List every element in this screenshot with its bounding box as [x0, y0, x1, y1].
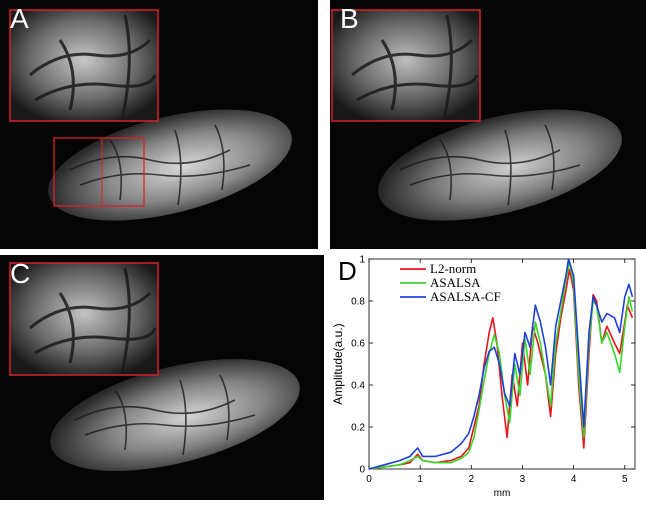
- y-tick-label: 1: [359, 255, 365, 266]
- inset-zoom: [331, 9, 481, 122]
- y-tick-label: 0.6: [351, 339, 365, 350]
- panel-b-graphic: [331, 9, 622, 221]
- series-line-l2-norm: [368, 268, 634, 470]
- series-line-asalsa-cf: [368, 258, 634, 470]
- panel-a-graphic: [9, 9, 292, 221]
- inset-ridges: [29, 267, 157, 374]
- panel-a-label: A: [10, 3, 29, 34]
- sample-shape: [48, 109, 292, 221]
- inset-ridges: [351, 14, 479, 121]
- y-tick-label: 0.2: [351, 423, 365, 434]
- sample-shape: [50, 359, 300, 471]
- ridge-lines: [69, 124, 251, 206]
- y-tick-label: 0.8: [351, 297, 365, 308]
- panel-c-image: C: [0, 255, 324, 500]
- panel-c-graphic: [9, 262, 300, 471]
- amplitude-chart: 0 1 2 3 4 5 0 0.2 0.4 0.6 0.8 1 mm Amplitude(a.u.) L2-…: [331, 255, 636, 499]
- x-tick-label: 1: [417, 474, 423, 485]
- x-tick-label: 2: [469, 474, 475, 485]
- panel-b-image: B: [330, 0, 646, 249]
- y-tick-label: 0: [359, 465, 365, 476]
- y-axis-label: Amplitude(a.u.): [331, 323, 345, 404]
- x-tick-label: 5: [622, 474, 628, 485]
- panel-c-label: C: [10, 258, 31, 289]
- panel-a-image: A: [0, 0, 318, 249]
- legend-entry: L2-norm: [430, 261, 476, 276]
- roi-box: [53, 137, 145, 207]
- y-tick-label: 0.4: [351, 381, 365, 392]
- inset-zoom: [9, 262, 159, 376]
- inset-zoom: [9, 9, 159, 122]
- x-axis-label: mm: [494, 488, 511, 499]
- inset-ridges: [29, 14, 157, 121]
- plot-frame: [368, 258, 636, 470]
- panel-b-label: B: [340, 3, 359, 34]
- legend-entry: ASALSA-CF: [430, 289, 501, 304]
- x-tick-label: 0: [366, 474, 372, 485]
- ridge-lines: [399, 124, 581, 206]
- x-tick-label: 4: [571, 474, 577, 485]
- legend-entry: ASALSA: [430, 275, 481, 290]
- sample-shape: [378, 109, 622, 221]
- panel-d-label: D: [338, 256, 357, 286]
- x-tick-label: 3: [520, 474, 526, 485]
- panel-d-chart: 0 1 2 3 4 5 0 0.2 0.4 0.6 0.8 1 mm Amplitude(a.u.) L2-…: [330, 255, 646, 500]
- ridge-lines: [74, 374, 256, 456]
